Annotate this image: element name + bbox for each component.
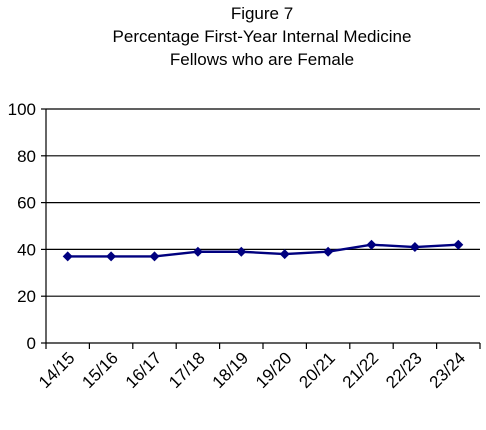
chart-title-line-1: Figure 7 xyxy=(231,4,293,23)
x-axis-tick-labels: 14/15 15/16 16/17 17/18 18/19 19/20 20/21 21/22… xyxy=(35,348,469,392)
y-tick-label: 20 xyxy=(17,287,36,306)
axes xyxy=(41,108,481,349)
y-tick-label: 0 xyxy=(27,334,36,353)
chart-title-line-3: Fellows who are Female xyxy=(170,50,354,69)
chart-title: Figure 7 Percentage First-Year Internal … xyxy=(113,4,412,69)
y-axis-tick-labels: 0 20 40 60 80 100 xyxy=(8,100,36,353)
data-point-18-19 xyxy=(236,246,247,257)
data-point-14-15 xyxy=(62,251,73,262)
data-point-21-22 xyxy=(366,239,377,250)
y-tick-label: 80 xyxy=(17,147,36,166)
gridlines xyxy=(46,108,480,297)
data-point-16-17 xyxy=(149,251,160,262)
x-tick-label: 22/23 xyxy=(382,348,426,392)
y-tick-label: 60 xyxy=(17,194,36,213)
x-tick-label: 18/19 xyxy=(209,348,253,392)
data-point-19-20 xyxy=(279,249,290,260)
data-point-15-16 xyxy=(106,251,117,262)
series-line xyxy=(67,243,459,258)
x-tick-label: 15/16 xyxy=(78,348,122,392)
data-point-20-21 xyxy=(323,246,334,257)
x-tick-label: 20/21 xyxy=(295,348,339,392)
x-tick-label: 16/17 xyxy=(122,348,166,392)
y-tick-label: 100 xyxy=(8,100,36,119)
data-point-22-23 xyxy=(409,242,420,253)
data-series xyxy=(62,239,464,262)
data-point-17-18 xyxy=(192,246,203,257)
x-tick-label: 19/20 xyxy=(252,348,296,392)
x-tick-label: 23/24 xyxy=(426,348,470,392)
data-point-23-24 xyxy=(453,239,464,250)
x-tick-label: 14/15 xyxy=(35,348,79,392)
x-tick-label: 21/22 xyxy=(339,348,383,392)
x-tick-label: 17/18 xyxy=(165,348,209,392)
chart-title-line-2: Percentage First-Year Internal Medicine xyxy=(113,27,412,46)
y-tick-label: 40 xyxy=(17,240,36,259)
